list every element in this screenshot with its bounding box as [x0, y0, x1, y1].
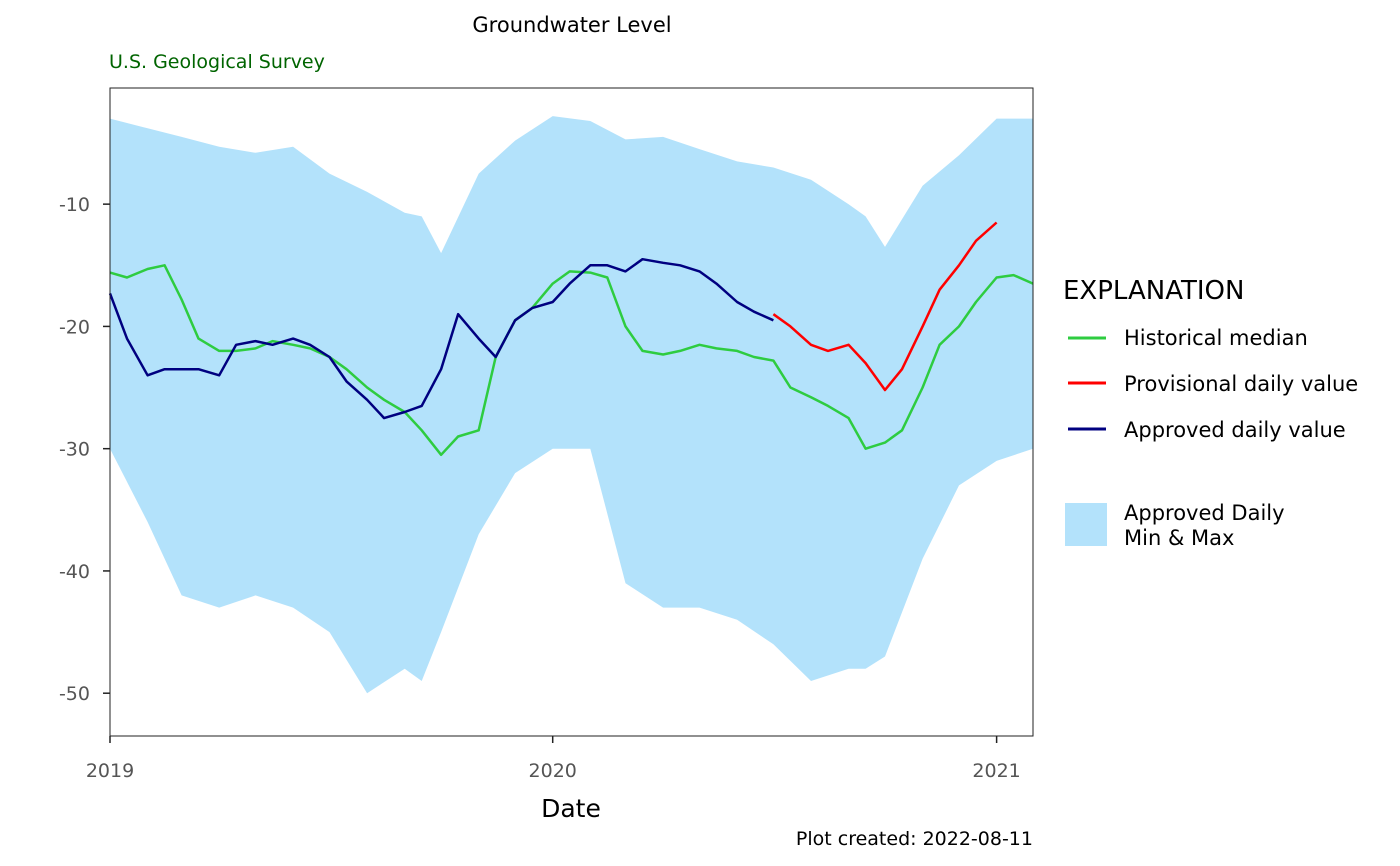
legend-label-min-max-line1: Approved Daily — [1124, 501, 1285, 525]
legend: EXPLANATION Historical median Provisiona… — [1063, 276, 1358, 550]
legend-title: EXPLANATION — [1063, 276, 1244, 306]
plot-area — [108, 87, 1034, 737]
approved-daily-value-line — [108, 257, 774, 420]
y-tick-label: -30 — [59, 439, 90, 461]
y-tick-label: -10 — [59, 194, 90, 216]
x-axis: 2019 2020 2021 — [86, 736, 1021, 782]
min-max-band — [110, 116, 1033, 694]
legend-label-min-max-line2: Min & Max — [1124, 526, 1234, 550]
legend-label-historical-median: Historical median — [1124, 326, 1308, 350]
y-tick-label: -40 — [59, 561, 90, 583]
plot-created-caption: Plot created: 2022-08-11 — [796, 828, 1033, 850]
y-tick-label: -50 — [59, 683, 90, 705]
chart-subtitle: U.S. Geological Survey — [109, 51, 325, 73]
x-axis-label: Date — [541, 794, 601, 823]
legend-swatch-min-max-band — [1065, 503, 1107, 546]
legend-label-approved-daily-value: Approved daily value — [1124, 418, 1346, 442]
legend-label-provisional-daily-value: Provisional daily value — [1124, 372, 1358, 396]
plot-frame — [109, 87, 1034, 737]
chart-title: Groundwater Level — [472, 13, 671, 37]
x-tick-label: 2020 — [529, 760, 577, 782]
x-tick-label: 2021 — [972, 760, 1020, 782]
x-tick-label: 2019 — [86, 760, 134, 782]
historical-median-line — [109, 264, 1034, 457]
provisional-daily-value-line — [772, 221, 998, 392]
y-tick-label: -20 — [59, 316, 90, 338]
y-axis: -10 -20 -30 -40 -50 — [59, 194, 110, 705]
